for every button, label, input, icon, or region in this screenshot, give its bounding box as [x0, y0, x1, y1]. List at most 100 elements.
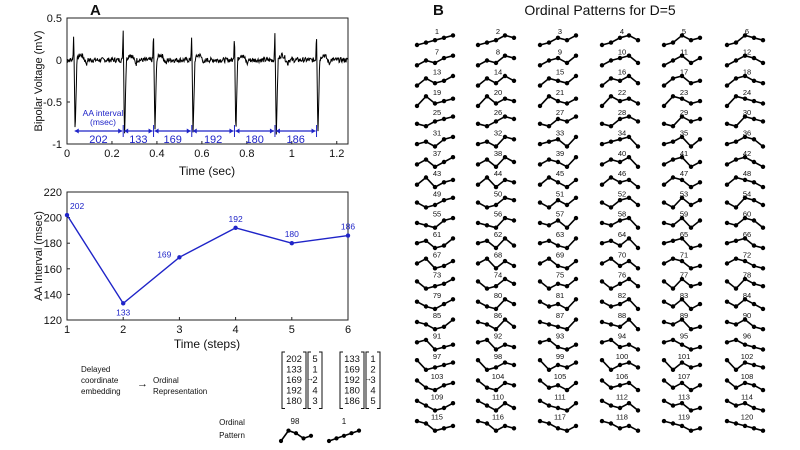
ordinal-pattern-dot: [617, 198, 623, 203]
ordinal-pattern-dot: [432, 327, 438, 332]
ordinal-pattern: [661, 175, 703, 190]
ordinal-pattern-dot: [423, 40, 429, 45]
ordinal-pattern-dot: [661, 220, 667, 226]
ordinal-pattern-dot: [733, 385, 739, 390]
ordinal-pattern-dot: [450, 195, 456, 200]
ordinal-pattern-dot: [423, 223, 429, 228]
ordinal-pattern-dot: [414, 42, 420, 48]
ordinal-pattern-dot: [626, 380, 632, 386]
ordinal-pattern-dot: [733, 205, 739, 210]
ordinal-pattern-dot: [751, 362, 757, 368]
ordinal-pattern-dot: [537, 378, 543, 383]
ordinal-pattern-dot: [441, 198, 447, 203]
ordinal-pattern: [537, 114, 579, 129]
ordinal-pattern-dot: [635, 119, 641, 124]
ordinal-pattern-dot: [617, 243, 623, 248]
ordinal-pattern-dot: [724, 200, 730, 205]
pattern-number: 23: [680, 88, 688, 97]
ordinal-pattern-dot: [432, 387, 438, 393]
ordinal-pattern-dot: [573, 297, 579, 302]
interval-arrowhead-right: [118, 128, 123, 134]
ordinal-pattern-dot: [432, 60, 438, 66]
pattern-number: 83: [680, 291, 688, 300]
ordinal-pattern-dot: [688, 365, 694, 370]
voltage-xlabel: Time (sec): [179, 164, 235, 178]
ordinal-pattern-dot: [679, 380, 685, 386]
ordinal-pattern-dot: [423, 385, 429, 390]
ordinal-pattern-dot: [502, 401, 508, 406]
ordinal-pattern-dot: [688, 144, 694, 149]
ordinal-pattern-dot: [688, 101, 694, 106]
ordinal-pattern-dot: [733, 238, 739, 243]
ordinal-pattern-dot: [724, 220, 730, 226]
ordinal-pattern-dot: [414, 141, 420, 147]
ordinal-pattern-dot: [564, 365, 570, 370]
ordinal-pattern-dot: [414, 319, 420, 325]
ordinal-pattern-dot: [760, 164, 766, 169]
ordinal-pattern-dot: [537, 299, 543, 304]
ordinal-pattern-dot: [555, 159, 561, 165]
pattern-number: 59: [680, 210, 688, 219]
ordinal-pattern-dot: [493, 365, 499, 370]
ordinal-pattern-dot: [751, 159, 757, 165]
ordinal-pattern-dot: [679, 33, 685, 38]
ordinal-pattern-dot: [493, 225, 499, 230]
ordinal-pattern-dot: [635, 225, 641, 230]
ordinal-pattern-dot: [724, 340, 730, 345]
pattern-number: 26: [494, 108, 502, 117]
interval-arrowhead-left: [275, 128, 280, 134]
matrix2-ranks-cell: 1: [370, 354, 375, 365]
pattern-number: 91: [433, 332, 441, 341]
embedding-label-3: embedding: [81, 387, 121, 396]
ordinal-pattern-dot: [546, 304, 552, 309]
ordinal-pattern-dot: [688, 327, 694, 332]
ordinal-pattern-dot: [760, 119, 766, 124]
matrix1-ranks-cell: 2: [312, 375, 317, 386]
ordinal-pattern-dot: [450, 134, 456, 140]
ordinal-pattern: [724, 94, 766, 109]
ordinal-pattern-dot: [475, 83, 481, 88]
ordinal-pattern-dot: [679, 423, 685, 429]
ordinal-pattern-dot: [608, 304, 614, 309]
ordinal-pattern-dot: [670, 304, 676, 309]
pattern-number: 15: [556, 68, 564, 77]
ordinal-pattern: [537, 378, 579, 393]
voltage-xtick-label: 0.8: [239, 148, 254, 160]
ordinal-pattern: [537, 418, 579, 433]
ordinal-pattern-dot: [450, 236, 456, 241]
pattern-number: 69: [556, 250, 564, 259]
pattern-number: 75: [556, 271, 564, 280]
ordinal-pattern-dot: [661, 182, 667, 187]
ordinal-pattern-dot: [760, 101, 766, 106]
ordinal-pattern-dot: [697, 137, 703, 142]
interval-label: 169: [163, 134, 181, 146]
pattern-number: 37: [433, 149, 441, 158]
ordinal-pattern: [414, 114, 456, 129]
ordinal-pattern-dot: [626, 297, 632, 302]
ordinal-pattern-dot: [733, 76, 739, 81]
ordinal-pattern-dot: [450, 360, 456, 365]
ordinal-pattern-dot: [724, 141, 730, 147]
ordinal-pattern-dot: [564, 119, 570, 124]
ordinal-pattern-dot: [546, 238, 552, 243]
ordinal-pattern-dot: [608, 337, 614, 343]
aa-xtick-label: 5: [289, 324, 295, 336]
ordinal-pattern: [724, 317, 766, 332]
ordinal-pattern-dot: [484, 40, 490, 45]
ordinal-pattern-dot: [475, 103, 481, 109]
ordinal-pattern-dot: [733, 223, 739, 228]
pattern-number: 76: [618, 271, 626, 280]
matrix2-ranks-cell: 2: [370, 365, 375, 376]
ordinal-pattern-dot: [608, 94, 614, 99]
ordinal-pattern-dot: [564, 81, 570, 86]
matrix2-ranks-bracket-right: [377, 351, 381, 409]
pattern-number: 116: [492, 413, 504, 422]
ordinal-pattern-dot: [564, 101, 570, 106]
ordinal-pattern-dot: [679, 297, 685, 302]
ordinal-pattern-dot: [511, 137, 517, 142]
pattern-number: 3: [558, 27, 562, 36]
ordinal-pattern-dot: [617, 116, 623, 122]
ordinal-pattern-dot: [599, 42, 605, 48]
ordinal-pattern-dot: [760, 60, 766, 66]
ordinal-pattern-dot: [511, 405, 517, 411]
